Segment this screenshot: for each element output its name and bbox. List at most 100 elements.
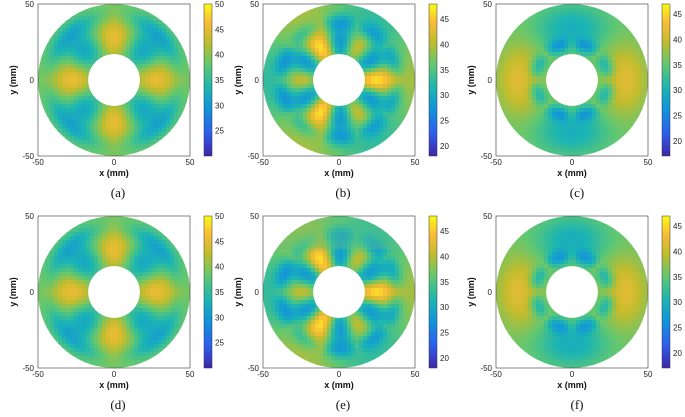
heatmap-cell bbox=[620, 52, 625, 57]
heatmap-cell bbox=[532, 12, 537, 17]
heatmap-cell bbox=[355, 32, 360, 37]
heatmap-cell bbox=[500, 76, 505, 81]
heatmap-cell bbox=[600, 44, 605, 49]
heatmap-cell bbox=[42, 140, 47, 145]
heatmap-cell bbox=[628, 32, 633, 37]
heatmap-cell bbox=[291, 60, 296, 65]
heatmap-cell bbox=[556, 4, 561, 9]
heatmap-cell bbox=[74, 24, 79, 29]
heatmap-cell bbox=[162, 44, 167, 49]
heatmap-cell bbox=[66, 296, 71, 301]
heatmap-cell bbox=[50, 236, 55, 241]
heatmap-cell bbox=[150, 136, 155, 141]
heatmap-cell bbox=[612, 32, 617, 37]
heatmap-cell bbox=[166, 144, 171, 149]
heatmap-cell bbox=[162, 60, 167, 65]
heatmap-cell bbox=[74, 324, 79, 329]
heatmap-cell bbox=[512, 104, 517, 109]
heatmap-cell bbox=[58, 32, 63, 37]
heatmap-cell bbox=[134, 44, 139, 49]
heatmap-cell bbox=[524, 44, 529, 49]
heatmap-cell bbox=[78, 92, 83, 97]
heatmap-cell bbox=[403, 40, 408, 45]
heatmap-cell bbox=[58, 44, 63, 49]
heatmap-cell bbox=[78, 272, 83, 277]
heatmap-cell bbox=[82, 304, 87, 309]
heatmap-cell bbox=[118, 140, 123, 145]
heatmap-cell bbox=[158, 104, 163, 109]
heatmap-cell bbox=[500, 136, 505, 141]
heatmap-cell bbox=[628, 4, 633, 9]
heatmap-cell bbox=[500, 112, 505, 117]
heatmap-cell bbox=[74, 308, 79, 313]
heatmap-cell bbox=[628, 16, 633, 21]
heatmap-cell bbox=[154, 28, 159, 33]
heatmap-cell bbox=[355, 48, 360, 53]
heatmap-cell bbox=[182, 136, 187, 141]
heatmap-cell bbox=[54, 304, 59, 309]
heatmap-cell bbox=[86, 84, 91, 89]
heatmap-cell bbox=[391, 104, 396, 109]
heatmap-cell bbox=[504, 132, 509, 137]
heatmap-cell bbox=[564, 32, 569, 37]
heatmap-cell bbox=[387, 32, 392, 37]
y-tick-label: 50 bbox=[483, 0, 492, 9]
heatmap-cell bbox=[58, 216, 63, 221]
heatmap-cell bbox=[387, 76, 392, 81]
heatmap-cell bbox=[608, 96, 613, 101]
heatmap-cell bbox=[532, 136, 537, 141]
heatmap-cell bbox=[130, 104, 135, 109]
heatmap-cell bbox=[138, 120, 143, 125]
heatmap-cell bbox=[291, 140, 296, 145]
heatmap-cell bbox=[62, 68, 67, 73]
heatmap-cell bbox=[512, 8, 517, 13]
heatmap-cell bbox=[94, 316, 99, 321]
heatmap-cell bbox=[42, 124, 47, 129]
heatmap-cell bbox=[78, 352, 83, 357]
heatmap-cell bbox=[632, 36, 637, 41]
heatmap-cell bbox=[74, 92, 79, 97]
heatmap-cell bbox=[70, 4, 75, 9]
heatmap-cell bbox=[552, 112, 557, 117]
heatmap-cell bbox=[496, 36, 501, 41]
heatmap-cell bbox=[532, 120, 537, 125]
heatmap-cell bbox=[46, 144, 51, 149]
heatmap-cell bbox=[568, 128, 573, 133]
heatmap-cell bbox=[536, 44, 541, 49]
heatmap-cell bbox=[544, 36, 549, 41]
heatmap-cell bbox=[118, 108, 123, 113]
heatmap-cell bbox=[54, 248, 59, 253]
heatmap-cell bbox=[267, 4, 272, 9]
heatmap-cell bbox=[339, 148, 344, 153]
heatmap-cell bbox=[38, 52, 43, 57]
heatmap-cell bbox=[496, 24, 501, 29]
heatmap-cell bbox=[78, 96, 83, 101]
heatmap-cell bbox=[138, 96, 143, 101]
heatmap-cell bbox=[291, 28, 296, 33]
heatmap-cell bbox=[263, 40, 268, 45]
heatmap-cell bbox=[552, 48, 557, 53]
heatmap-cell bbox=[279, 76, 284, 81]
heatmap-cell bbox=[295, 128, 300, 133]
heatmap-cell bbox=[544, 56, 549, 61]
heatmap-cell bbox=[178, 40, 183, 45]
heatmap-cell bbox=[267, 52, 272, 57]
heatmap-cell bbox=[54, 4, 59, 9]
heatmap-cell bbox=[624, 128, 629, 133]
heatmap-cell bbox=[335, 40, 340, 45]
heatmap-cell bbox=[46, 344, 51, 349]
heatmap-cell bbox=[620, 20, 625, 25]
heatmap-cell bbox=[62, 360, 67, 365]
heatmap-cell bbox=[532, 24, 537, 29]
heatmap-cell bbox=[295, 136, 300, 141]
heatmap-cell bbox=[74, 244, 79, 249]
heatmap-cell bbox=[174, 24, 179, 29]
heatmap-cell bbox=[182, 116, 187, 121]
heatmap-cell bbox=[74, 120, 79, 125]
heatmap-cell bbox=[62, 296, 67, 301]
heatmap-cell bbox=[520, 124, 525, 129]
heatmap-cell bbox=[38, 48, 43, 53]
heatmap-cell bbox=[158, 12, 163, 17]
heatmap-cell bbox=[106, 112, 111, 117]
heatmap-cell bbox=[170, 96, 175, 101]
